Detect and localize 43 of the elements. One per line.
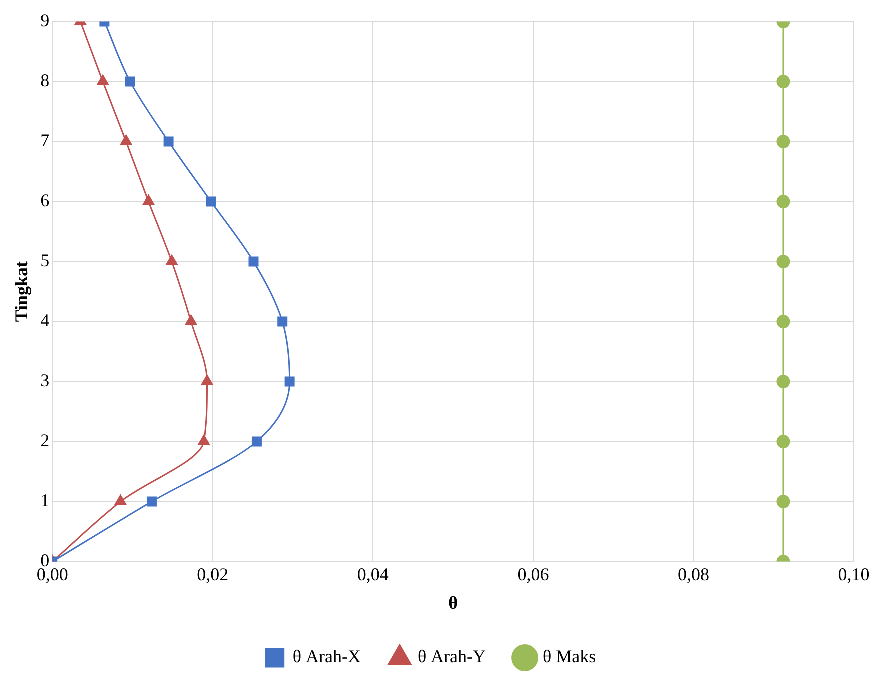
- x-tick-label: 0,06: [518, 564, 550, 584]
- point: [164, 136, 174, 147]
- y-axis-title: Tingkat: [11, 261, 32, 322]
- x-tick-label: 0,10: [838, 564, 870, 584]
- legend-label: θ Maks: [543, 646, 596, 667]
- y-tick-label: 1: [40, 490, 50, 511]
- point: [776, 75, 790, 89]
- point: [198, 435, 210, 446]
- y-tick-label: 2: [40, 430, 50, 451]
- point: [142, 195, 155, 206]
- point: [252, 436, 262, 447]
- point: [201, 375, 214, 386]
- point: [776, 375, 790, 389]
- point: [114, 495, 127, 506]
- y-tick-label: 5: [40, 250, 50, 271]
- point: [185, 315, 198, 326]
- y-tick-label: 4: [40, 310, 50, 331]
- point: [125, 76, 136, 87]
- point: [776, 195, 790, 209]
- point: [166, 255, 178, 266]
- y-tick-label: 9: [40, 10, 50, 31]
- point: [776, 315, 790, 329]
- x-axis-title: θ: [448, 592, 458, 613]
- point: [248, 256, 259, 267]
- point: [146, 496, 157, 507]
- point: [206, 196, 216, 207]
- y-tick-label: 7: [40, 130, 50, 151]
- point: [776, 135, 790, 149]
- point: [278, 316, 288, 327]
- x-tick-label: 0,04: [357, 564, 389, 584]
- x-tick-label: 0,08: [678, 564, 710, 584]
- legend-label: θ Arah-X: [292, 646, 361, 667]
- point: [284, 376, 295, 387]
- y-tick-label: 6: [40, 190, 50, 211]
- point: [97, 75, 110, 86]
- y-tick-label: 8: [40, 70, 50, 91]
- y-tick-label: 3: [40, 370, 50, 391]
- point: [776, 255, 790, 269]
- x-tick-label: 0,02: [197, 564, 229, 584]
- point: [776, 495, 790, 509]
- legend-label: θ Arah-Y: [418, 646, 486, 667]
- point: [776, 435, 790, 449]
- point: [120, 135, 132, 146]
